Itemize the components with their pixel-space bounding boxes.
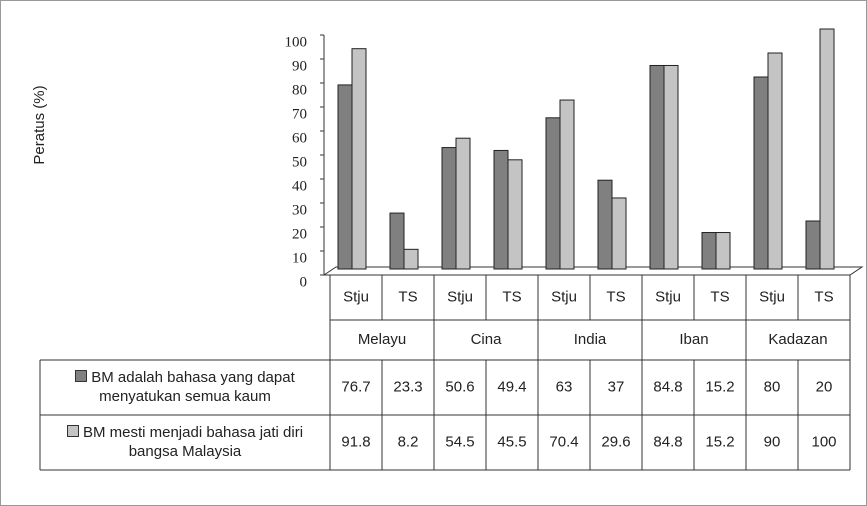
- bar: [767, 52, 783, 270]
- x-tick-label: Stju: [551, 288, 577, 305]
- group-label: India: [574, 331, 607, 348]
- table-value: 23.3: [393, 378, 422, 395]
- bar: [611, 197, 627, 270]
- legend-entry: BM adalah bahasa yang dapat menyatukan s…: [46, 368, 324, 406]
- y-tick-label: 40: [292, 178, 307, 194]
- y-axis-label: Peratus (%): [31, 85, 48, 164]
- bar: [805, 220, 821, 270]
- table-value: 8.2: [398, 433, 419, 450]
- bar: [663, 64, 679, 270]
- table-value: 76.7: [341, 378, 370, 395]
- table-value: 20: [816, 378, 833, 395]
- bar: [389, 212, 405, 270]
- table-value: 49.4: [497, 378, 526, 395]
- y-tick-label: 10: [292, 250, 307, 266]
- x-tick-label: TS: [606, 288, 625, 305]
- bar: [507, 159, 523, 270]
- x-tick-label: TS: [502, 288, 521, 305]
- y-tick-label: 80: [292, 82, 307, 98]
- bar: [403, 248, 419, 270]
- table-value: 91.8: [341, 433, 370, 450]
- table-value: 15.2: [705, 433, 734, 450]
- y-tick-label: 50: [292, 154, 307, 170]
- y-tick-label: 0: [300, 274, 308, 290]
- bar: [493, 149, 509, 270]
- table-value: 15.2: [705, 378, 734, 395]
- group-label: Kadazan: [768, 331, 827, 348]
- bar: [559, 99, 575, 270]
- x-tick-label: TS: [710, 288, 729, 305]
- bar: [441, 147, 457, 270]
- bar: [351, 48, 367, 270]
- table-value: 45.5: [497, 433, 526, 450]
- bar: [701, 232, 717, 270]
- legend-swatch: [75, 370, 88, 382]
- table-value: 37: [608, 378, 625, 395]
- x-tick-label: Stju: [343, 288, 369, 305]
- bar: [597, 179, 613, 270]
- group-label: Melayu: [358, 331, 406, 348]
- y-tick-label: 30: [292, 202, 307, 218]
- table-value: 100: [811, 433, 836, 450]
- table-value: 84.8: [653, 433, 682, 450]
- group-label: Cina: [471, 331, 503, 348]
- legend-entry: BM mesti menjadi bahasa jati diri bangsa…: [46, 423, 324, 461]
- bar: [337, 84, 353, 270]
- y-tick-label: 90: [292, 58, 307, 74]
- x-tick-label: TS: [398, 288, 417, 305]
- table-value: 84.8: [653, 378, 682, 395]
- bar: [649, 64, 665, 270]
- x-tick-label: TS: [814, 288, 833, 305]
- table-value: 54.5: [445, 433, 474, 450]
- table-value: 50.6: [445, 378, 474, 395]
- legend-swatch: [66, 425, 79, 437]
- floor: [322, 266, 864, 276]
- bar: [545, 117, 561, 270]
- legend-text: BM adalah bahasa yang dapat menyatukan s…: [91, 369, 295, 405]
- bar: [455, 137, 471, 270]
- bar: [819, 28, 835, 270]
- y-tick-label: 60: [292, 130, 307, 146]
- x-tick-label: Stju: [447, 288, 473, 305]
- table-value: 90: [764, 433, 781, 450]
- y-tick-label: 70: [292, 106, 307, 122]
- group-label: Iban: [679, 331, 708, 348]
- x-tick-label: Stju: [655, 288, 681, 305]
- table-value: 63: [556, 378, 573, 395]
- table-value: 80: [764, 378, 781, 395]
- table-value: 29.6: [601, 433, 630, 450]
- bar: [715, 232, 731, 270]
- table-value: 70.4: [549, 433, 578, 450]
- legend-text: BM mesti menjadi bahasa jati diri bangsa…: [82, 424, 304, 460]
- y-tick-label: 20: [292, 226, 307, 242]
- y-tick-label: 100: [285, 34, 308, 50]
- x-tick-label: Stju: [759, 288, 785, 305]
- bar: [753, 76, 769, 270]
